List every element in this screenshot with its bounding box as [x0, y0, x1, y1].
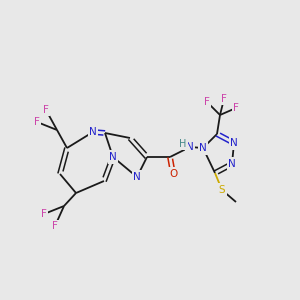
Text: N: N: [230, 138, 238, 148]
Text: F: F: [221, 94, 227, 104]
Text: N: N: [199, 143, 207, 153]
Text: N: N: [228, 159, 236, 169]
Text: F: F: [52, 221, 58, 231]
Text: N: N: [133, 172, 141, 182]
Text: F: F: [34, 117, 40, 127]
Text: F: F: [204, 97, 210, 107]
Text: F: F: [41, 209, 47, 219]
Text: S: S: [219, 185, 225, 195]
Text: F: F: [233, 103, 239, 113]
Text: H: H: [179, 139, 187, 149]
Text: N: N: [89, 127, 97, 137]
Text: F: F: [43, 105, 49, 115]
Text: N: N: [109, 152, 117, 162]
Text: O: O: [169, 169, 177, 179]
Text: N: N: [186, 142, 194, 152]
